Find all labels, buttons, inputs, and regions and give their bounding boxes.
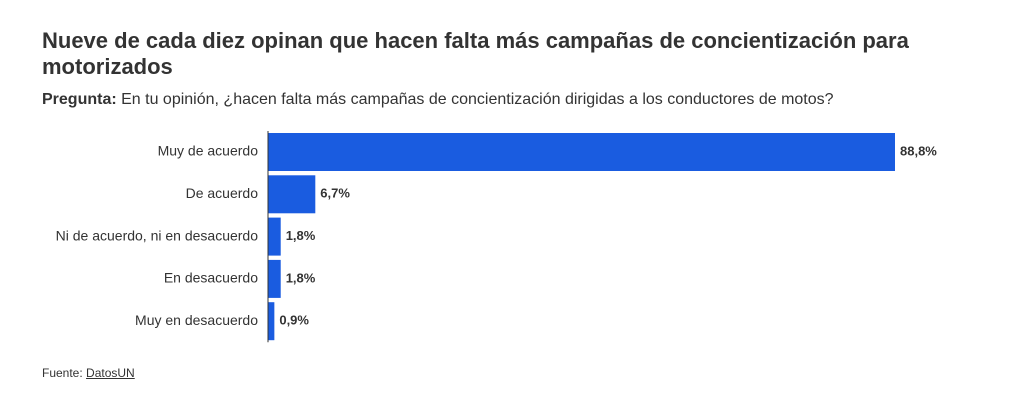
source-footer: Fuente: DatosUN (42, 366, 135, 380)
value-label: 6,7% (320, 186, 350, 201)
bar (268, 302, 275, 341)
bar-chart: Muy de acuerdo 88,8% De acuerdo 6,7% Ni de a… (56, 131, 937, 343)
question-lead: Pregunta: (42, 91, 117, 108)
category-label: Muy de acuerdo (158, 143, 259, 159)
value-label: 0,9% (279, 313, 309, 328)
chart-title: Nueve de cada diez opinan que hacen falt… (42, 28, 909, 79)
category-label: Muy en desacuerdo (135, 312, 258, 328)
value-label: 1,8% (286, 228, 316, 243)
category-label: En desacuerdo (164, 270, 258, 286)
value-label: 88,8% (900, 143, 937, 158)
source-link[interactable]: DatosUN (86, 366, 135, 380)
bar (268, 259, 281, 298)
source-label: Fuente: (42, 366, 83, 380)
bar (268, 217, 281, 256)
category-label: Ni de acuerdo, ni en desacuerdo (56, 227, 259, 243)
bar (268, 133, 895, 171)
value-label: 1,8% (286, 270, 316, 285)
question-text: En tu opinión, ¿hacen falta más campañas… (116, 91, 834, 108)
bar (268, 175, 316, 214)
category-label: De acuerdo (186, 185, 259, 201)
question-subtitle: Pregunta: En tu opinión, ¿hacen falta má… (42, 90, 1002, 110)
